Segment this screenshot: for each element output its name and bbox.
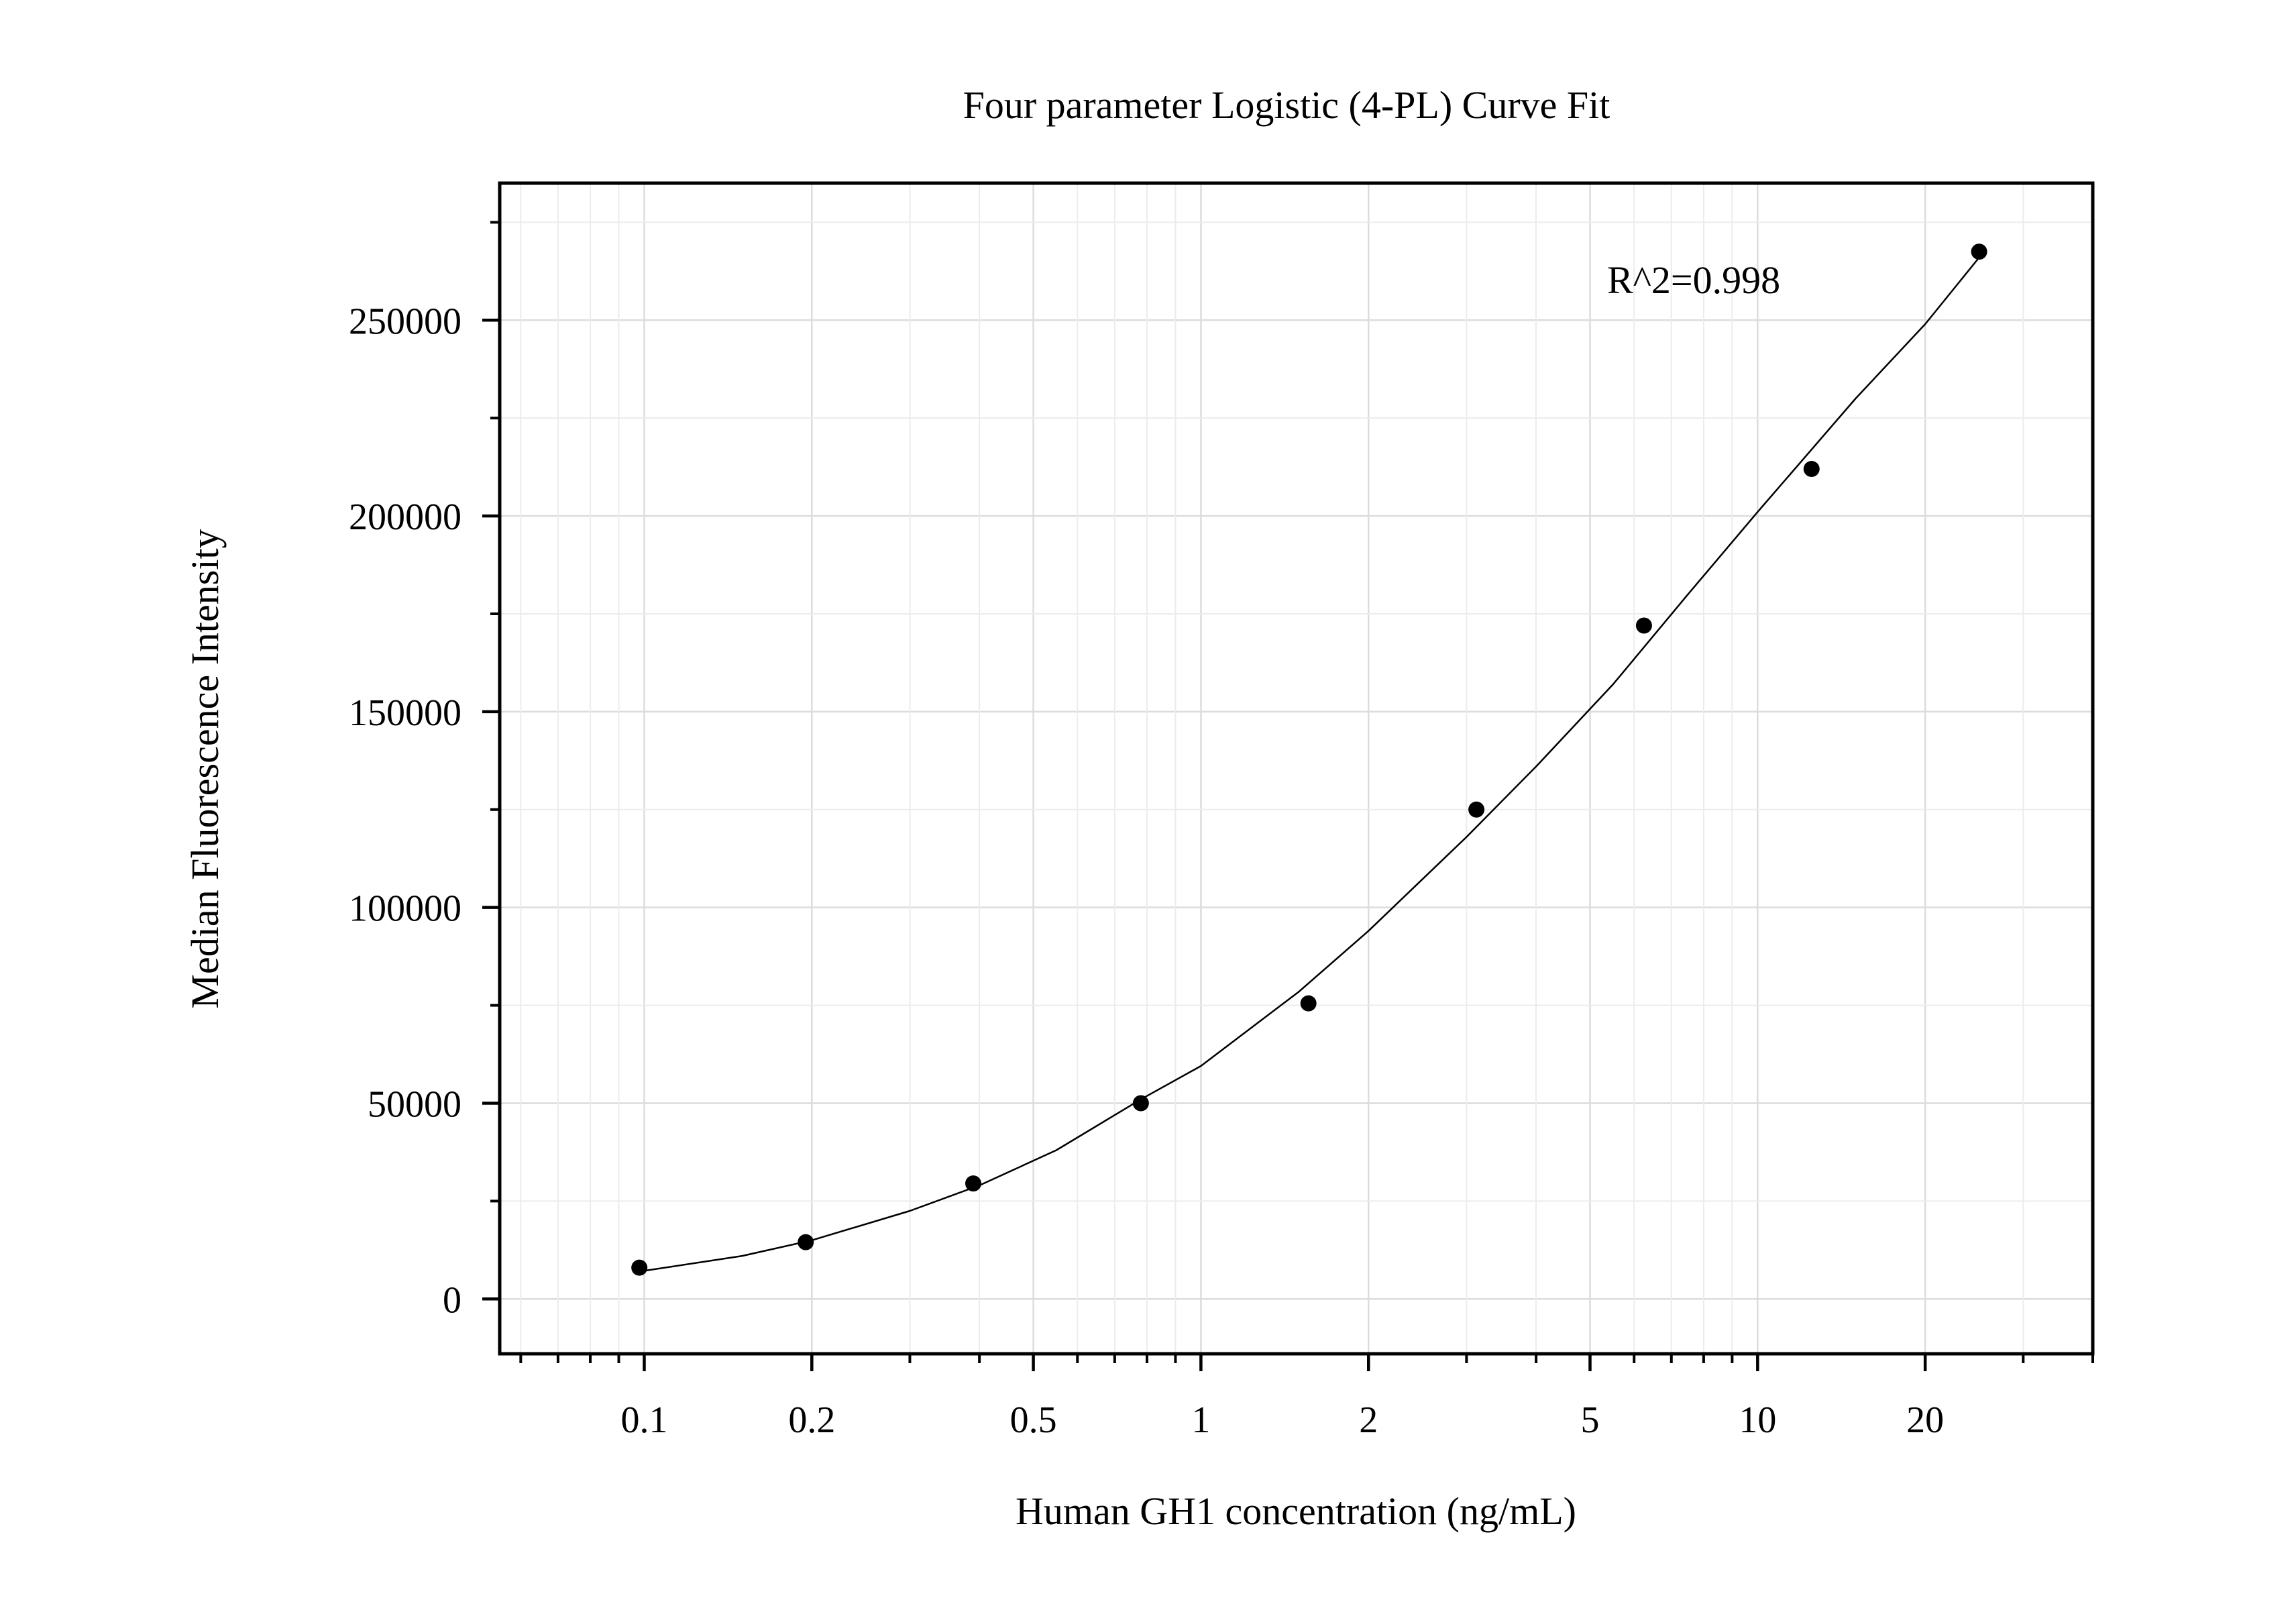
chart-title: Four parameter Logistic (4-PL) Curve Fit — [963, 83, 1610, 127]
x-axis-label: Human GH1 concentration (ng/mL) — [1016, 1489, 1576, 1533]
x-tick-label: 0.1 — [620, 1399, 667, 1441]
y-tick-label: 100000 — [349, 888, 461, 930]
fit-curve-layer — [639, 257, 1980, 1273]
x-tick-label: 2 — [1359, 1399, 1378, 1441]
grid-major — [500, 183, 2093, 1354]
data-point — [965, 1175, 982, 1192]
x-tick-label: 20 — [1906, 1399, 1944, 1441]
x-tick-label: 10 — [1739, 1399, 1776, 1441]
data-point — [1300, 995, 1317, 1012]
plot-frame — [498, 181, 2095, 1356]
data-point — [798, 1234, 814, 1250]
y-axis-label: Median Fluorescence Intensity — [183, 529, 227, 1008]
data-point — [1803, 461, 1820, 478]
grid-minor — [500, 183, 2093, 1354]
ticks-layer — [482, 221, 2094, 1371]
y-tick-label: 200000 — [349, 496, 461, 538]
data-point — [1468, 801, 1485, 818]
x-tick-label: 0.5 — [1010, 1399, 1057, 1441]
data-point — [1971, 244, 1987, 260]
x-tick-label: 1 — [1191, 1399, 1210, 1441]
x-tick-label: 0.2 — [788, 1399, 835, 1441]
y-tick-label: 50000 — [368, 1083, 461, 1125]
y-tick-label: 250000 — [349, 301, 461, 342]
data-point — [631, 1259, 648, 1276]
tick-labels-layer: 0.1 0.2 0.5 1 2 5 10 20 0 50000 100000 150000 200000… — [349, 301, 1944, 1441]
data-point — [1635, 617, 1652, 634]
data-point — [1132, 1095, 1149, 1112]
y-tick-label: 150000 — [349, 692, 461, 734]
y-tick-label: 0 — [443, 1279, 461, 1321]
x-tick-label: 5 — [1581, 1399, 1600, 1441]
data-points-layer — [631, 244, 1987, 1276]
fit-curve-line — [639, 257, 1980, 1273]
r-squared-annotation: R^2=0.998 — [1607, 258, 1780, 302]
